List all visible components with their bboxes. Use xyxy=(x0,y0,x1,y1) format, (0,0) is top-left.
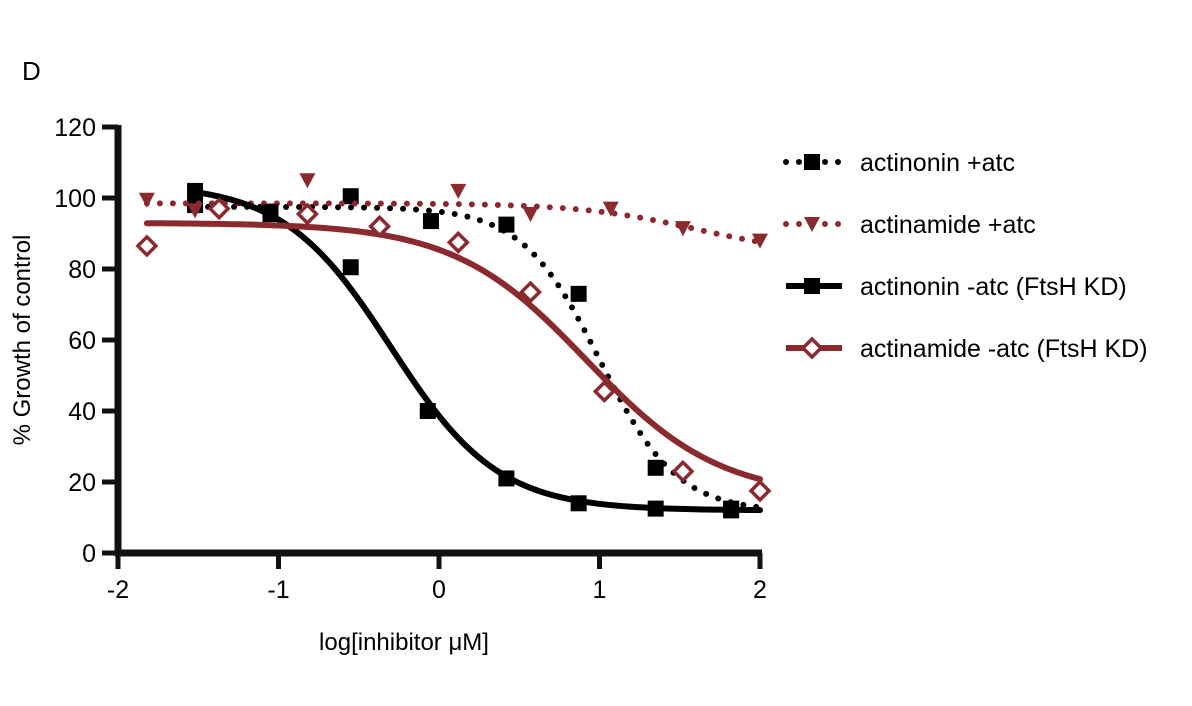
data-point-4-4 xyxy=(368,214,392,238)
data-point-3-1 xyxy=(187,182,204,199)
data-point-2-7 xyxy=(602,201,619,217)
data-point-2-2 xyxy=(187,203,204,219)
x-tick-label-1: 1 xyxy=(593,576,607,604)
data-point-4-7 xyxy=(592,380,616,403)
data-point-3-4 xyxy=(419,403,436,419)
legend-label-2: actinamide +atc xyxy=(860,211,1036,239)
y-tick-label-0: 0 xyxy=(82,540,96,568)
plot-area xyxy=(135,173,772,519)
data-point-2-9 xyxy=(752,233,768,249)
fit-curve-1 xyxy=(192,203,763,511)
y-tick-labels: 0 20 40 60 80 100 120 xyxy=(54,114,96,568)
y-axis-label: % Growth of control xyxy=(9,235,36,446)
x-tick-labels: -2 -1 0 1 2 xyxy=(107,576,767,604)
data-point-4-8 xyxy=(671,459,695,483)
y-tick-label-100: 100 xyxy=(54,185,96,213)
data-point-2-1 xyxy=(138,192,155,208)
legend-item-2: actinamide +atc xyxy=(783,211,1036,239)
x-tick-label--1: -1 xyxy=(267,576,289,604)
data-point-3-3 xyxy=(342,259,359,276)
series-3 xyxy=(187,182,763,519)
data-point-4-3 xyxy=(295,202,319,226)
data-point-4-1 xyxy=(135,234,159,258)
data-point-3-5 xyxy=(498,470,515,487)
data-point-4-9 xyxy=(748,479,772,503)
legend-marker-3 xyxy=(804,278,820,294)
series-1 xyxy=(187,188,763,517)
data-point-3-2 xyxy=(262,204,279,221)
y-tick-label-60: 60 xyxy=(68,327,96,355)
fit-curve-3 xyxy=(192,189,763,514)
data-point-3-7 xyxy=(647,500,664,517)
data-point-2-8 xyxy=(674,221,691,237)
legend-item-3: actinonin -atc (FtsH KD) xyxy=(786,273,1127,301)
data-point-4-5 xyxy=(446,230,470,254)
data-point-4-2 xyxy=(207,197,231,221)
legend-label-1: actinonin +atc xyxy=(860,149,1015,177)
data-point-2-6 xyxy=(522,206,539,222)
data-point-1-6 xyxy=(570,285,587,302)
legend-item-1: actinonin +atc xyxy=(783,149,1015,177)
data-point-1-3 xyxy=(342,188,359,205)
x-axis-label: log[inhibitor μM] xyxy=(319,629,489,656)
data-point-1-7 xyxy=(647,459,664,476)
x-tick-label-2: 2 xyxy=(753,576,767,604)
legend-item-4: actinamide -atc (FtsH KD) xyxy=(786,335,1148,363)
data-point-1-4 xyxy=(422,213,439,230)
data-point-2-4 xyxy=(299,173,316,189)
legend-marker-4 xyxy=(800,336,824,360)
panel-label: D xyxy=(22,56,41,86)
x-tick-label-0: 0 xyxy=(432,576,446,604)
legend-label-4: actinamide -atc (FtsH KD) xyxy=(860,335,1148,363)
axes xyxy=(102,124,763,569)
legend-label-3: actinonin -atc (FtsH KD) xyxy=(860,273,1127,301)
x-tick-label--2: -2 xyxy=(107,576,129,604)
data-point-4-6 xyxy=(519,280,542,304)
legend-marker-1 xyxy=(804,154,820,170)
data-point-3-6 xyxy=(570,495,587,512)
series-4 xyxy=(135,197,772,503)
legend: actinonin +atc actinamide +atc actinonin -… xyxy=(783,149,1148,363)
y-tick-label-80: 80 xyxy=(68,256,96,284)
y-tick-label-20: 20 xyxy=(68,469,96,497)
data-point-1-5 xyxy=(498,216,515,233)
legend-marker-2 xyxy=(804,217,820,232)
y-tick-label-120: 120 xyxy=(54,114,96,142)
data-point-3-8 xyxy=(723,502,740,519)
data-point-2-5 xyxy=(450,183,467,199)
y-tick-label-40: 40 xyxy=(68,398,96,426)
fit-curve-4 xyxy=(143,220,763,483)
